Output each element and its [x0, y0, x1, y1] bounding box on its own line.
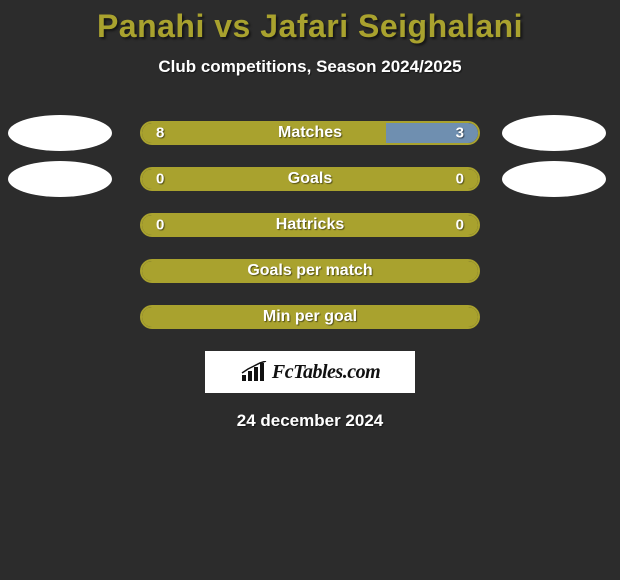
logo-text: FcTables.com [272, 361, 380, 384]
stat-row: 0 0 Goals [0, 167, 620, 191]
stat-bar: 8 3 Matches [140, 121, 480, 145]
stat-right-value: 0 [456, 217, 464, 234]
stat-right-value: 3 [456, 125, 464, 142]
flag-right [502, 161, 606, 197]
stat-bar: Min per goal [140, 305, 480, 329]
date-text: 24 december 2024 [0, 411, 620, 431]
stat-bar: 0 0 Hattricks [140, 213, 480, 237]
page-title: Panahi vs Jafari Seighalani [0, 0, 620, 45]
flag-left [8, 115, 112, 151]
bar-right-seg [386, 123, 478, 143]
stat-bar: 0 0 Goals [140, 167, 480, 191]
stat-left-value: 0 [156, 217, 164, 234]
stat-row: 8 3 Matches [0, 121, 620, 145]
subtitle: Club competitions, Season 2024/2025 [0, 57, 620, 77]
page-root: Panahi vs Jafari Seighalani Club competi… [0, 0, 620, 580]
stat-label: Hattricks [276, 216, 344, 234]
stat-label: Min per goal [263, 308, 357, 326]
chart-icon [240, 361, 268, 383]
stat-left-value: 0 [156, 171, 164, 188]
logo-box: FcTables.com [205, 351, 415, 393]
flag-left [8, 161, 112, 197]
stats-container: 8 3 Matches 0 0 Goals 0 0 Hattricks Goals per mat… [0, 121, 620, 329]
stat-label: Goals [288, 170, 332, 188]
stat-left-value: 8 [156, 125, 164, 142]
stat-label: Goals per match [247, 262, 372, 280]
flag-right [502, 115, 606, 151]
stat-bar: Goals per match [140, 259, 480, 283]
stat-label: Matches [278, 124, 342, 142]
stat-row: Min per goal [0, 305, 620, 329]
stat-row: 0 0 Hattricks [0, 213, 620, 237]
bar-left-seg [142, 123, 386, 143]
stat-row: Goals per match [0, 259, 620, 283]
stat-right-value: 0 [456, 171, 464, 188]
